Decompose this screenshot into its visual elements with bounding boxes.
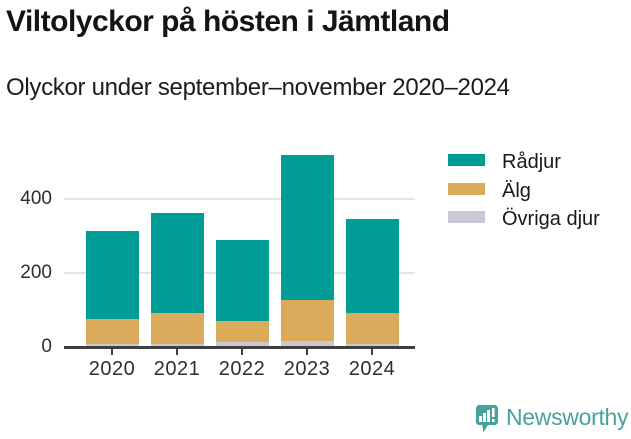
legend-swatch-radjur <box>448 154 485 166</box>
legend-swatch-alg <box>448 182 485 195</box>
y-axis-tick-label: 0 <box>41 336 52 357</box>
newsworthy-logo-icon <box>475 404 498 433</box>
x-axis-tick-2022 <box>241 348 243 355</box>
bar-segment-alg-2020 <box>85 318 139 345</box>
bar-segment-ovriga-djur-2021 <box>150 343 204 347</box>
newsworthy-logo: Newsworthy <box>475 404 629 436</box>
bar-segment-ovriga-djur-2020 <box>85 344 139 347</box>
x-axis-label-2022: 2022 <box>218 358 266 380</box>
legend-swatch-ovriga-djur <box>448 211 485 224</box>
y-axis-tick-label: 200 <box>20 261 52 283</box>
chart-subtitle: Olyckor under september–november 2020–20… <box>6 74 510 101</box>
bar-segment-ovriga-djur-2023 <box>280 340 334 347</box>
bar-segment-radjur-2024 <box>345 218 399 313</box>
x-axis-tick-2020 <box>111 348 113 355</box>
bar-segment-radjur-2023 <box>280 155 334 300</box>
bar-segment-alg-2022 <box>215 320 269 343</box>
x-axis-tick-2024 <box>371 348 373 355</box>
x-axis-label-2024: 2024 <box>348 358 396 380</box>
gridline-400 <box>64 197 415 200</box>
legend-item-radjur: Rådjur <box>448 150 628 174</box>
bar-segment-alg-2021 <box>150 312 204 344</box>
y-axis-tick-label: 400 <box>20 187 52 209</box>
x-axis-tick-2023 <box>306 348 308 355</box>
x-axis-label-2020: 2020 <box>88 358 136 380</box>
bar-segment-radjur-2021 <box>150 212 204 313</box>
legend-item-alg: Älg <box>448 179 628 203</box>
bar-segment-radjur-2020 <box>85 231 139 319</box>
legend-label-alg: Älg <box>502 179 531 202</box>
bar-segment-alg-2024 <box>345 312 399 344</box>
bar-segment-alg-2023 <box>280 299 334 341</box>
bar-segment-radjur-2022 <box>215 239 269 321</box>
x-axis-label-2021: 2021 <box>153 358 201 380</box>
bar-segment-ovriga-djur-2024 <box>345 343 399 347</box>
chart-title: Viltolyckor på hösten i Jämtland <box>6 5 450 38</box>
x-axis-tick-2021 <box>176 348 178 355</box>
legend-label-radjur: Rådjur <box>502 151 561 173</box>
legend-label-ovriga-djur: Övriga djur <box>502 208 600 231</box>
bar-segment-ovriga-djur-2022 <box>215 342 269 347</box>
x-axis-line <box>64 346 415 349</box>
legend-item-ovriga-djur: Övriga djur <box>448 207 628 231</box>
newsworthy-brand-text: Newsworthy <box>506 404 629 430</box>
x-axis-label-2023: 2023 <box>283 358 331 380</box>
